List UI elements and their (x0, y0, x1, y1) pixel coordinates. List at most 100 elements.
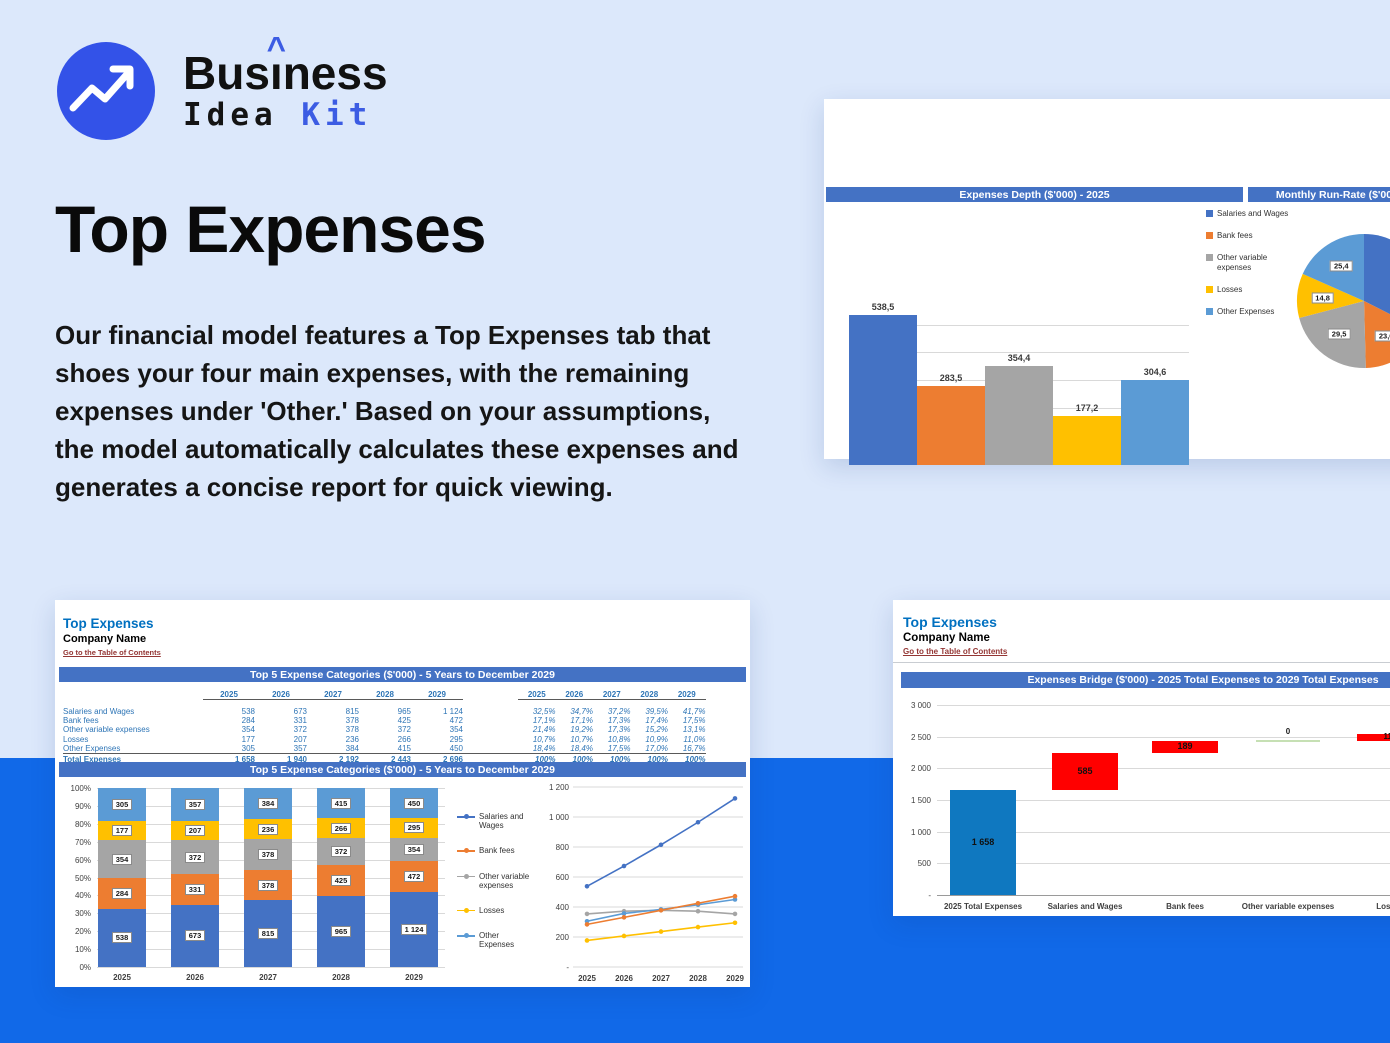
bar-value-label: 354,4 (1007, 353, 1031, 364)
brand-subtitle-kit: Kit (301, 97, 373, 133)
gridline (937, 768, 1390, 770)
segment-value-label: 177 (111, 825, 133, 837)
legend-marker-bank-fees (457, 846, 475, 855)
year-header: 2027 (593, 690, 631, 700)
table-of-contents-link[interactable]: Go to the Table of Contents (903, 647, 1008, 656)
table-of-contents-link[interactable]: Go to the Table of Contents (63, 648, 161, 657)
wf-bar-2025-total-expenses: 1 658 (950, 789, 1016, 895)
segment-bank-fees: 331 (171, 874, 219, 905)
year-header: 2028 (630, 690, 668, 700)
wf-bar-value: 118 (1383, 732, 1390, 742)
segment-bank-fees: 378 (244, 869, 292, 901)
segment-value-label: 384 (257, 798, 279, 810)
legend-marker-other-variable-expenses (457, 872, 475, 881)
gridline (937, 831, 1390, 833)
brand-name: Busı ^ ness (183, 33, 388, 99)
cell-value: 266 (397, 734, 411, 744)
cell-value: 372 (293, 725, 307, 735)
table-year-header-row: 2025 2026 2027 2028 2029 2025 2026 2027 2028 2029 (63, 690, 706, 700)
legend-marker-other-expenses (457, 931, 475, 940)
segment-losses: 207 (171, 820, 219, 841)
segment-other-variable-expenses: 372 (171, 840, 219, 875)
cell-pct: 18,4% (570, 744, 593, 754)
gridline (97, 913, 445, 915)
cell-value: 284 (241, 715, 255, 725)
gridline (937, 736, 1390, 738)
cell-value: 372 (397, 725, 411, 735)
cell-value: 2 696 (442, 754, 463, 764)
segment-value-label: 673 (184, 930, 206, 942)
cell-pct: 10,7% (532, 734, 556, 744)
segment-value-label: 472 (403, 871, 425, 883)
table-row-losses: Losses 177 207 236 266 295 10,7% 10,7% 10,8% 10,9… (63, 735, 706, 744)
sheet-title: Top Expenses (903, 614, 997, 630)
cell-value: 815 (345, 706, 359, 716)
bar-value-label: 283,5 (939, 372, 963, 383)
legend-marker-salaries-and-wages (1206, 210, 1213, 217)
cell-value: 354 (449, 725, 463, 735)
stacked-x-label: 2025 (113, 973, 131, 982)
year-header: 2027 (307, 690, 359, 700)
row-label: Total Expenses (63, 754, 122, 764)
bar-value-label: 177,2 (1075, 402, 1099, 413)
svg-text:2026: 2026 (615, 974, 633, 983)
legend-label-losses: Losses (479, 905, 505, 915)
cell-value: 1 940 (286, 754, 307, 764)
svg-text:600: 600 (556, 873, 570, 882)
row-label: Other variable expenses (63, 725, 150, 735)
bar-value-label: 538,5 (871, 301, 895, 312)
wf-y-tick: 2 000 (910, 764, 931, 774)
stacked-x-label: 2027 (259, 973, 277, 982)
cell-pct: 15,2% (645, 725, 668, 735)
top5-table-header: Top 5 Expense Categories ($'000) - 5 Yea… (59, 667, 746, 682)
svg-text:2027: 2027 (652, 974, 670, 983)
top5-expenses-panel: Top Expenses Company Name Go to the Tabl… (55, 600, 750, 987)
top5-chart-header: Top 5 Expense Categories ($'000) - 5 Yea… (59, 762, 746, 777)
wf-bar-bank-fees: 189 (1152, 740, 1218, 753)
segment-value-label: 450 (403, 797, 425, 809)
segment-other-variable-expenses: 354 (390, 837, 438, 862)
stacked-column-2029: 1 124 472 354 295 450 (390, 788, 438, 967)
segment-losses: 295 (390, 817, 438, 838)
stacked-column-2026: 673 331 372 207 357 (171, 788, 219, 967)
segment-value-label: 378 (257, 879, 279, 891)
segment-value-label: 372 (184, 851, 206, 863)
spacer (63, 699, 706, 706)
gridline (97, 931, 445, 933)
year-header: 2025 (518, 690, 556, 700)
cell-pct: 17,3% (607, 715, 631, 725)
wf-zero-line-other-variable-expenses (1256, 739, 1320, 743)
brand-name-i: ı (269, 47, 283, 99)
top5-chart-legend: Salaries and Wages Bank fees Other variabl… (457, 812, 533, 950)
gridline (97, 895, 445, 897)
brand-name-part2: ness (282, 47, 388, 99)
year-header: 2029 (668, 690, 706, 700)
wf-y-tick: 1 000 (910, 827, 931, 837)
expenses-bridge-panel: Top Expenses Company Name Go to the Tabl… (893, 600, 1390, 916)
cell-pct: 34,7% (570, 706, 593, 716)
cell-pct: 19,2% (570, 725, 593, 735)
cell-value: 305 (241, 744, 255, 754)
svg-text:1 200: 1 200 (549, 784, 570, 792)
legend-label-salaries-and-wages: Salaries and Wages (1217, 209, 1289, 218)
gridline (937, 800, 1390, 801)
year-header: 2025 (203, 690, 255, 700)
cell-pct: 39,5% (645, 706, 668, 716)
cell-value: 331 (293, 715, 307, 725)
pie-label-other-expenses: 25,4 (1330, 260, 1353, 272)
svg-text:400: 400 (556, 903, 570, 912)
segment-other-variable-expenses: 378 (244, 838, 292, 870)
expenses-depth-panel: Expenses Depth ($'000) - 2025 Monthly Ru… (824, 99, 1390, 465)
cell-pct: 100% (535, 754, 556, 764)
segment-value-label: 372 (330, 846, 352, 858)
svg-text:2029: 2029 (726, 974, 744, 983)
cell-pct: 17,4% (645, 715, 668, 725)
table-row-bank-fees: Bank fees 284 331 378 425 472 17,1% 17,1% 17,3% 1… (63, 716, 706, 725)
gridline (97, 859, 445, 861)
table-row-other-expenses: Other Expenses 305 357 384 415 450 18,4% 18,4% 1… (63, 744, 706, 755)
row-label: Other Expenses (63, 744, 121, 754)
bar-losses (1053, 415, 1121, 465)
bridge-chart-header: Expenses Bridge ($'000) - 2025 Total Exp… (901, 672, 1390, 688)
legend-marker-other-expenses (1206, 307, 1213, 315)
divider (893, 662, 1390, 663)
